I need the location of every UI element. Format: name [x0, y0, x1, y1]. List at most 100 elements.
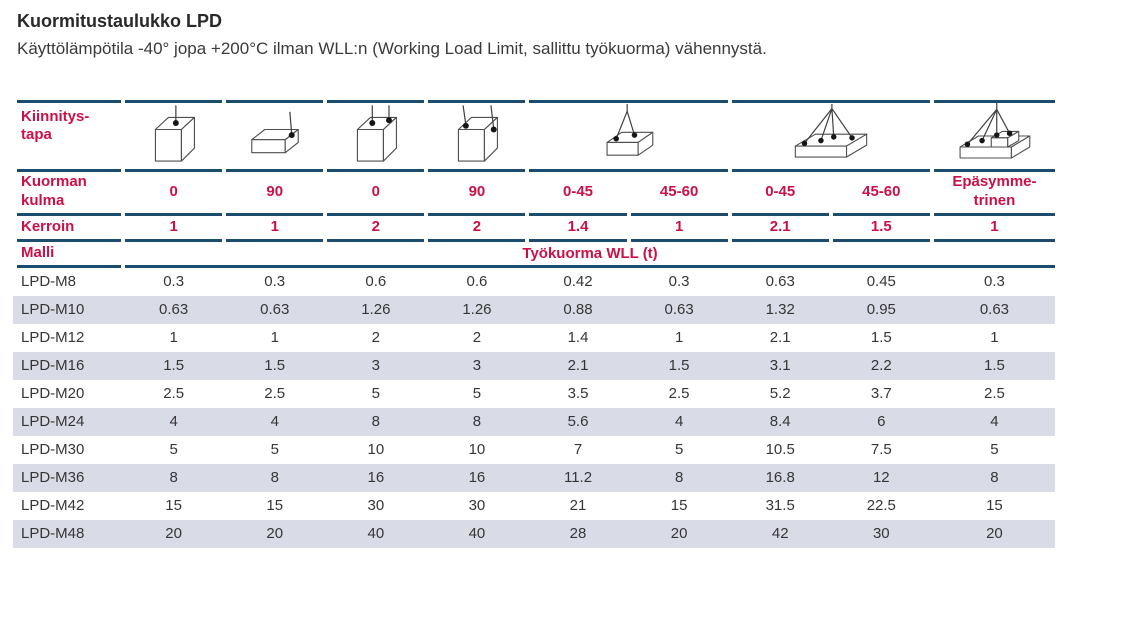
factor-cell: 2	[428, 216, 526, 242]
load-angle-cell: 0	[327, 172, 425, 216]
wll-value-cell: 0.6	[327, 267, 425, 296]
wll-value-cell: 3.7	[832, 379, 930, 408]
wll-value-cell: 30	[327, 491, 425, 520]
wll-value-cell: 2.5	[226, 379, 324, 408]
wll-value-cell: 8	[125, 463, 223, 492]
attachment-row-label: Kiinnitys- tapa	[17, 99, 122, 172]
table-row: LPD-M48 20 20 40 40 28 20 42 30 20	[17, 519, 1055, 548]
wll-value-cell: 1.5	[125, 351, 223, 380]
wll-value-cell: 2.5	[933, 379, 1055, 408]
sling-2-leg-icon	[606, 103, 653, 156]
attachment-row: Kiinnitys- tapa	[17, 99, 1055, 172]
load-angle-cell: 0-45	[529, 172, 627, 216]
model-cell: LPD-M8	[17, 267, 122, 296]
wll-value-cell: 3.1	[731, 351, 829, 380]
factor-cell: 2	[327, 216, 425, 242]
model-cell: LPD-M42	[17, 491, 122, 520]
wll-value-cell: 2.5	[630, 379, 728, 408]
wll-value-cell: 5	[226, 435, 324, 464]
wll-value-cell: 10	[428, 435, 526, 464]
table-row: LPD-M42 15 15 30 30 21 15 31.5 22.5 15	[17, 491, 1055, 520]
wll-value-cell: 28	[529, 519, 627, 548]
model-cell: LPD-M20	[17, 379, 122, 408]
wll-value-cell: 20	[125, 519, 223, 548]
wll-value-cell: 2	[327, 323, 425, 352]
wll-value-cell: 5	[630, 435, 728, 464]
table-row: LPD-M10 0.63 0.63 1.26 1.26 0.88 0.63 1.32 0.95 0…	[17, 295, 1055, 324]
wll-value-cell: 16	[428, 463, 526, 492]
wll-value-cell: 3	[428, 351, 526, 380]
wll-value-cell: 1.5	[832, 323, 930, 352]
wll-value-cell: 0.63	[226, 295, 324, 324]
load-angle-cell: 45-60	[832, 172, 930, 216]
attachment-cell	[327, 99, 425, 172]
table-header: Kiinnitys- tapa	[17, 99, 1055, 268]
attachment-cell	[125, 99, 223, 172]
load-angle-cell: 90	[428, 172, 526, 216]
wll-value-cell: 40	[428, 519, 526, 548]
wll-value-cell: 1.5	[630, 351, 728, 380]
wll-value-cell: 4	[226, 407, 324, 436]
lift-90deg-side-point-icon	[250, 111, 299, 153]
wll-value-cell: 0.3	[630, 267, 728, 296]
wll-value-cell: 5	[428, 379, 526, 408]
wll-value-cell: 20	[630, 519, 728, 548]
table-row: LPD-M20 2.5 2.5 5 5 3.5 2.5 5.2 3.7 2.5	[17, 379, 1055, 408]
wll-value-cell: 5	[327, 379, 425, 408]
wll-value-cell: 0.42	[529, 267, 627, 296]
wll-value-cell: 15	[125, 491, 223, 520]
wll-value-cell: 4	[933, 407, 1055, 436]
wll-value-cell: 1	[125, 323, 223, 352]
wll-value-cell: 40	[327, 519, 425, 548]
wll-value-cell: 1.32	[731, 295, 829, 324]
wll-value-cell: 10	[327, 435, 425, 464]
wll-value-cell: 1	[933, 323, 1055, 352]
model-cell: LPD-M36	[17, 463, 122, 492]
wll-value-cell: 1	[226, 323, 324, 352]
load-angle-cell: 0	[125, 172, 223, 216]
wll-value-cell: 0.95	[832, 295, 930, 324]
attachment-cell	[933, 99, 1055, 172]
wll-value-cell: 6	[832, 407, 930, 436]
sling-4-leg-icon	[794, 103, 867, 158]
wll-value-cell: 8	[428, 407, 526, 436]
wll-value-cell: 1.26	[428, 295, 526, 324]
wll-table-body: LPD-M8 0.3 0.3 0.6 0.6 0.42 0.3 0.63 0.45 0.3 LPD-…	[17, 267, 1055, 548]
wll-header: Työkuorma WLL (t)	[125, 242, 1055, 268]
wll-value-cell: 16	[327, 463, 425, 492]
load-angle-cell: 90	[226, 172, 324, 216]
factor-cell: 1.5	[832, 216, 930, 242]
wll-value-cell: 30	[832, 519, 930, 548]
wll-value-cell: 0.88	[529, 295, 627, 324]
table-row: LPD-M16 1.5 1.5 3 3 2.1 1.5 3.1 2.2 1.5	[17, 351, 1055, 380]
table-row: LPD-M24 4 4 8 8 5.6 4 8.4 6 4	[17, 407, 1055, 436]
wll-value-cell: 0.63	[125, 295, 223, 324]
wll-value-cell: 4	[630, 407, 728, 436]
wll-value-cell: 15	[226, 491, 324, 520]
wll-value-cell: 31.5	[731, 491, 829, 520]
wll-value-cell: 8	[933, 463, 1055, 492]
wll-value-cell: 2.1	[529, 351, 627, 380]
sling-4-leg-asymmetric-icon	[959, 102, 1031, 159]
wll-value-cell: 22.5	[832, 491, 930, 520]
wll-value-cell: 1.4	[529, 323, 627, 352]
wll-value-cell: 5	[125, 435, 223, 464]
attachment-cell	[529, 99, 728, 172]
wll-value-cell: 0.63	[731, 267, 829, 296]
model-cell: LPD-M30	[17, 435, 122, 464]
wll-value-cell: 4	[125, 407, 223, 436]
wll-value-cell: 8	[327, 407, 425, 436]
wll-value-cell: 7.5	[832, 435, 930, 464]
wll-value-cell: 3.5	[529, 379, 627, 408]
page: Kuormitustaulukko LPD Käyttölämpötila -4…	[17, 11, 1055, 548]
wll-value-cell: 5	[933, 435, 1055, 464]
load-angle-row-label: Kuorman kulma	[17, 172, 122, 216]
page-subtitle: Käyttölämpötila -40° jopa +200°C ilman W…	[17, 38, 767, 58]
model-cell: LPD-M24	[17, 407, 122, 436]
wll-value-cell: 1.5	[933, 351, 1055, 380]
load-angle-cell: Epäsymme- trinen	[933, 172, 1055, 216]
wll-value-cell: 0.63	[630, 295, 728, 324]
factor-cell: 2.1	[731, 216, 829, 242]
factor-row-label: Kerroin	[17, 216, 122, 242]
wll-value-cell: 5.6	[529, 407, 627, 436]
